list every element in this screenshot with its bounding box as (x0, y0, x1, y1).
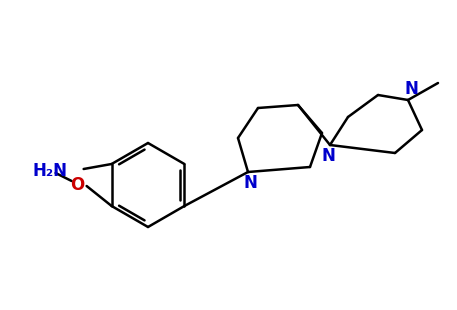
Text: N: N (404, 80, 418, 98)
Text: N: N (321, 147, 335, 165)
Text: N: N (243, 174, 257, 192)
Text: O: O (70, 176, 85, 194)
Text: H₂N: H₂N (32, 162, 68, 180)
